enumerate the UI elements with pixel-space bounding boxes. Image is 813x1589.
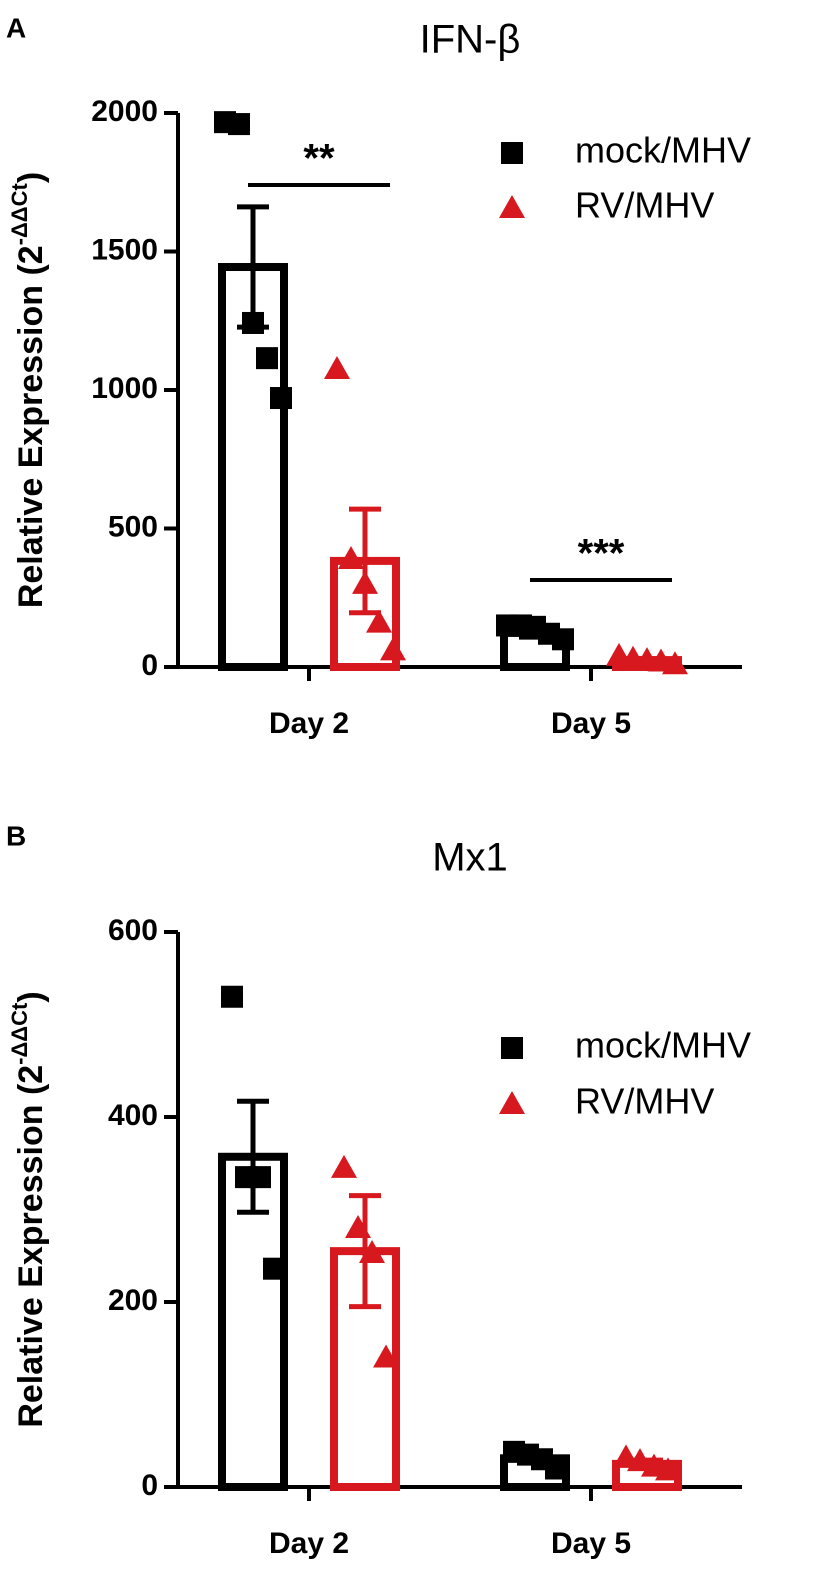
legend-label: RV/MHV bbox=[575, 185, 714, 226]
y-axis-label-sup: -ΔΔCt bbox=[7, 182, 32, 245]
y-tick-label: 1500 bbox=[91, 233, 158, 266]
data-point bbox=[627, 1448, 653, 1472]
data-point bbox=[256, 347, 278, 370]
data-point bbox=[345, 1215, 371, 1238]
chart-title: Mx1 bbox=[432, 836, 508, 880]
legend-marker bbox=[501, 142, 523, 164]
y-axis-label: Relative Expression (2-ΔΔCt) bbox=[7, 991, 50, 1427]
data-point bbox=[324, 355, 350, 379]
chart-title: IFN-β bbox=[420, 18, 521, 62]
legend-label: RV/MHV bbox=[575, 1081, 714, 1122]
data-point bbox=[270, 387, 292, 410]
y-axis-label-sup: -ΔΔCt bbox=[7, 1002, 32, 1065]
error-bar bbox=[349, 1193, 381, 1310]
data-point bbox=[352, 570, 378, 594]
data-point bbox=[263, 1257, 285, 1280]
data-point bbox=[545, 1457, 567, 1480]
data-point bbox=[249, 1166, 271, 1189]
x-tick-label: Day 2 bbox=[269, 707, 349, 740]
y-tick-label: 1000 bbox=[91, 372, 158, 405]
error-bar bbox=[349, 506, 381, 616]
x-tick-label: Day 5 bbox=[551, 707, 631, 740]
legend-marker bbox=[499, 195, 525, 218]
error-bar bbox=[237, 1098, 269, 1215]
y-axis-label-end: ) bbox=[12, 991, 50, 1002]
y-tick-label: 400 bbox=[108, 1099, 158, 1132]
data-point bbox=[366, 609, 392, 633]
x-tick-label: Day 2 bbox=[269, 1527, 349, 1560]
y-axis-label-text: Relative Expression (2 bbox=[12, 245, 50, 608]
y-tick-label: 600 bbox=[108, 914, 158, 947]
data-point bbox=[359, 1239, 385, 1263]
data-point bbox=[331, 1154, 357, 1178]
data-point bbox=[655, 1457, 681, 1481]
panel-label: A bbox=[6, 12, 26, 43]
data-point bbox=[662, 651, 688, 675]
legend-label: mock/MHV bbox=[575, 1025, 751, 1066]
legend-marker bbox=[501, 1037, 523, 1059]
panel-label: B bbox=[6, 820, 26, 851]
legend-marker bbox=[499, 1091, 525, 1114]
data-point bbox=[373, 1344, 399, 1368]
data-point bbox=[338, 545, 364, 569]
data-point bbox=[552, 628, 574, 651]
data-point bbox=[242, 311, 264, 334]
y-axis-label-end: ) bbox=[12, 172, 50, 183]
y-tick-label: 2000 bbox=[91, 95, 158, 128]
x-tick-label: Day 5 bbox=[551, 1527, 631, 1560]
y-tick-label: 0 bbox=[141, 1469, 158, 1502]
data-point bbox=[228, 113, 250, 136]
data-point bbox=[380, 637, 406, 661]
y-axis-label-text: Relative Expression (2 bbox=[12, 1065, 50, 1428]
y-tick-label: 200 bbox=[108, 1284, 158, 1317]
significance-label: ** bbox=[303, 137, 335, 181]
y-tick-label: 0 bbox=[141, 649, 158, 682]
legend-label: mock/MHV bbox=[575, 130, 751, 171]
y-tick-label: 500 bbox=[108, 510, 158, 543]
data-point bbox=[221, 985, 243, 1008]
significance-label: *** bbox=[578, 532, 625, 576]
y-axis-label: Relative Expression (2-ΔΔCt) bbox=[7, 172, 50, 608]
